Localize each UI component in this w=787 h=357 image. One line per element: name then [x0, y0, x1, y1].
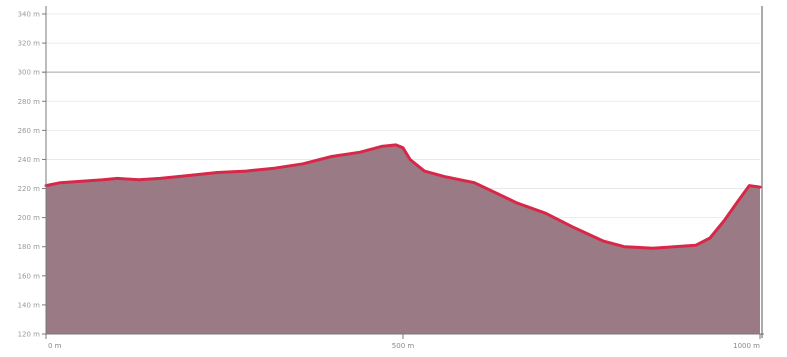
- y-tick-label: 160 m: [18, 272, 41, 280]
- y-tick-label: 280 m: [18, 98, 41, 106]
- x-tick-label: 500 m: [392, 342, 415, 350]
- area-fill: [46, 144, 760, 334]
- y-tick-label: 300 m: [18, 69, 41, 77]
- y-tick-labels: 120 m 140 m 160 m 180 m 200 m 220 m 240 m 260 m…: [18, 11, 41, 339]
- x-tick-labels: 0 m 500 m 1000 m: [48, 342, 760, 350]
- y-tick-label: 340 m: [18, 11, 41, 19]
- area-layer: [44, 143, 762, 334]
- series-line: [44, 143, 762, 250]
- y-tick-label: 140 m: [18, 301, 41, 309]
- y-tick-label: 260 m: [18, 127, 41, 135]
- y-tick-label: 240 m: [18, 156, 41, 164]
- y-tick-label: 320 m: [18, 40, 41, 48]
- y-tick-label: 200 m: [18, 214, 41, 222]
- y-tick-label: 120 m: [18, 331, 41, 339]
- x-tick-label: 0 m: [48, 342, 62, 350]
- y-tick-label: 220 m: [18, 185, 41, 193]
- x-tick-label: 1000 m: [733, 342, 760, 350]
- y-tick-label: 180 m: [18, 243, 41, 251]
- axes: [42, 6, 764, 339]
